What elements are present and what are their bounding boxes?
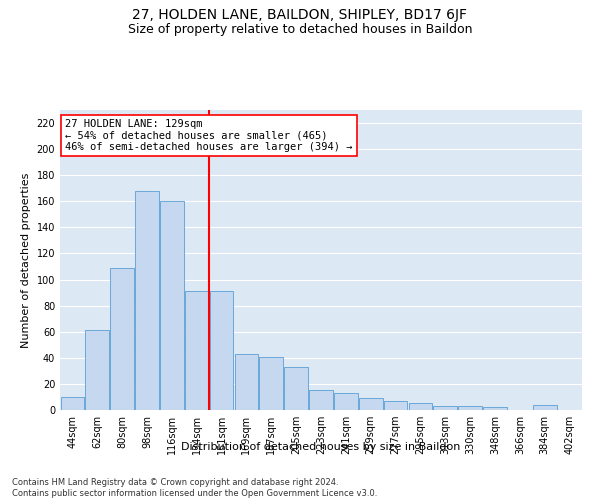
Bar (409, 404, 432, 410)
Bar (160, 202, 184, 410)
Text: Contains HM Land Registry data © Crown copyright and database right 2024.
Contai: Contains HM Land Registry data © Crown c… (12, 478, 377, 498)
Text: Distribution of detached houses by size in Baildon: Distribution of detached houses by size … (181, 442, 461, 452)
Bar (61, 397, 84, 410)
Bar (235, 354, 258, 410)
Y-axis label: Number of detached properties: Number of detached properties (21, 172, 31, 348)
Bar (185, 292, 209, 410)
Bar (359, 398, 383, 410)
Bar (533, 405, 557, 410)
Bar (458, 406, 482, 410)
Bar (483, 408, 507, 410)
Text: 27, HOLDEN LANE, BAILDON, SHIPLEY, BD17 6JF: 27, HOLDEN LANE, BAILDON, SHIPLEY, BD17 … (133, 8, 467, 22)
Bar (334, 393, 358, 410)
Bar (135, 191, 159, 410)
Bar (210, 292, 233, 410)
Text: Size of property relative to detached houses in Baildon: Size of property relative to detached ho… (128, 22, 472, 36)
Bar (110, 268, 134, 410)
Text: 27 HOLDEN LANE: 129sqm
← 54% of detached houses are smaller (465)
46% of semi-de: 27 HOLDEN LANE: 129sqm ← 54% of detached… (65, 119, 353, 152)
Bar (433, 406, 457, 410)
Bar (309, 390, 333, 410)
Bar (85, 330, 109, 410)
Bar (259, 356, 283, 410)
Bar (384, 401, 407, 410)
Bar (284, 367, 308, 410)
